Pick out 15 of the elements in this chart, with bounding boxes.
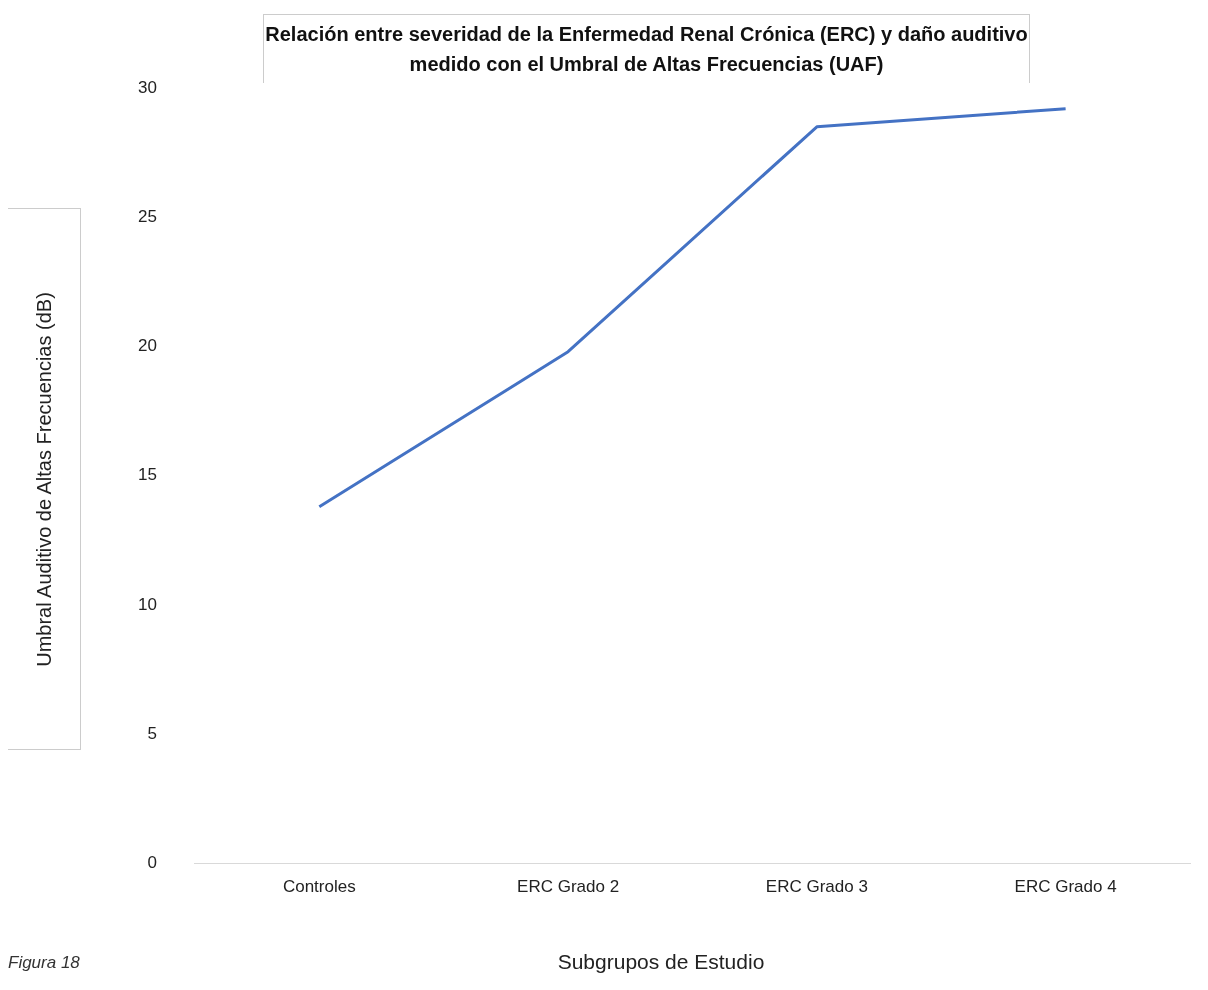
- y-tick-label: 5: [147, 724, 157, 744]
- chart-title: Relación entre severidad de la Enfermedad Renal Crónica (ERC) y daño auditivo medido con el Umbral de Altas Frecuencias (UAF): [263, 14, 1030, 83]
- x-tick-label: Controles: [282, 877, 356, 897]
- text: Figura 18: [8, 953, 80, 973]
- y-tick-label: 25: [137, 206, 157, 226]
- y-tick-label: 0: [147, 853, 157, 873]
- x-tick-label: ERC Grado 2: [517, 877, 620, 897]
- y-axis-title: Umbral Auditivo de Altas Frecuencias (dB): [32, 291, 56, 667]
- x-tick-label: ERC Grado 4: [1014, 877, 1117, 897]
- y-tick-label: 20: [137, 336, 157, 356]
- y-tick-label: 30: [137, 77, 157, 97]
- x-tick-label: ERC Grado 3: [765, 877, 868, 897]
- x-axis-title: Subgrupos de Estudio: [556, 949, 766, 974]
- y-tick-label: 15: [137, 465, 157, 485]
- y-tick-label: 10: [137, 594, 157, 614]
